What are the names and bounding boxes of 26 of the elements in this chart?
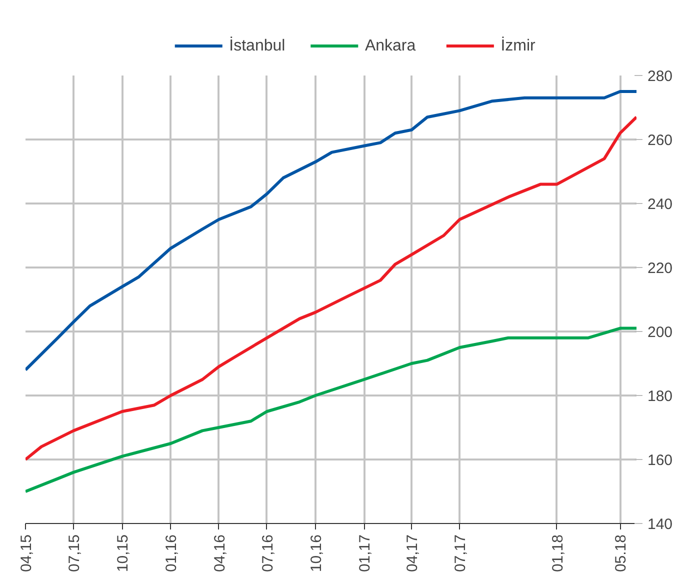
- legend-label: Ankara: [364, 38, 416, 54]
- line-series: [26, 90, 636, 372]
- line-series: [26, 116, 636, 461]
- x-tick-label: 07,15: [66, 534, 84, 572]
- x-tick-label: 07,16: [259, 534, 276, 572]
- x-tick-label: 01,18: [549, 534, 566, 572]
- x-tick-label: 04,15: [18, 534, 35, 572]
- line-series: [26, 326, 636, 493]
- y-tick-label: 260: [648, 132, 673, 149]
- legend-label: İzmir: [500, 36, 536, 54]
- x-tick-label: 07,17: [452, 534, 470, 572]
- legend-label: İstanbul: [229, 36, 286, 54]
- y-tick-label: 140: [648, 516, 673, 533]
- x-tick-label: 04,16: [211, 534, 228, 572]
- x-tick-label: 04,17: [404, 534, 422, 572]
- y-tick-label: 160: [648, 452, 673, 469]
- y-tick-label: 240: [648, 196, 673, 213]
- x-tick-label: 10,16: [308, 534, 325, 572]
- y-tick-label: 280: [648, 68, 673, 85]
- x-tick-label: 05.18: [612, 534, 630, 572]
- x-tick-label: 01,16: [163, 534, 180, 572]
- y-tick-label: 200: [648, 324, 673, 341]
- y-tick-label: 180: [648, 388, 673, 405]
- y-tick-label: 220: [648, 260, 673, 277]
- x-tick-label: 10,15: [114, 534, 132, 572]
- x-tick-label: 01,17: [356, 534, 374, 572]
